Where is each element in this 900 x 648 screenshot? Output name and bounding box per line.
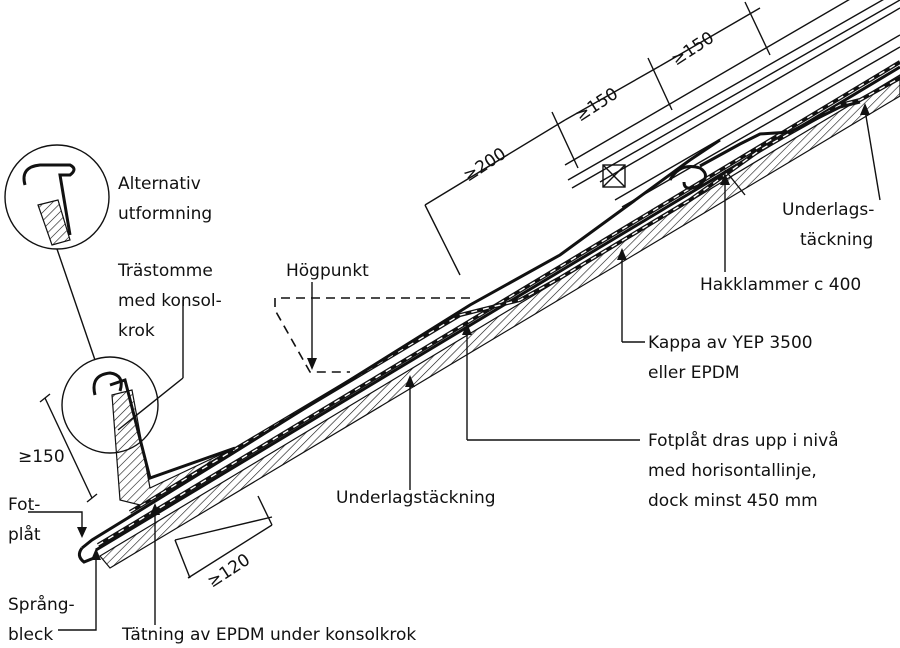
seam-roof-sheets <box>564 0 900 208</box>
label-underlagstackning: Underlagstäckning <box>336 488 496 508</box>
label-fot: Fot- <box>8 495 40 515</box>
label-utformning: utformning <box>118 204 212 224</box>
label-underlags-right-2: täckning <box>800 230 873 250</box>
label-plat: plåt <box>8 524 41 545</box>
eave-flashing <box>77 138 721 564</box>
label-med-konsol: med konsol- <box>118 291 222 311</box>
detail-circle-alternative <box>4 144 110 250</box>
label-sprang: Språng- <box>8 594 75 615</box>
label-hakklammer: Hakklammer c 400 <box>700 275 861 295</box>
detail-circle-bracket <box>61 356 159 454</box>
detail-leader-line <box>56 248 96 361</box>
dimension-150-left: ≥150 <box>18 447 65 467</box>
dimension-150-b: ≥150 <box>668 28 718 70</box>
label-fotplat-2: med horisontallinje, <box>648 461 817 481</box>
dimension-200: ≥200 <box>460 144 510 186</box>
label-krok: krok <box>118 321 155 341</box>
label-trastomme: Trästomme <box>117 261 213 281</box>
label-fotplat-3: dock minst 450 mm <box>648 491 818 511</box>
label-bleck: bleck <box>8 625 53 645</box>
high-point-dashed-outline <box>274 297 470 373</box>
label-underlags-right-1: Underlags- <box>782 200 874 220</box>
wood-bracket <box>92 371 236 506</box>
label-hogpunkt: Högpunkt <box>286 261 369 281</box>
kappa-layer <box>128 76 900 514</box>
label-fotplat-1: Fotplåt dras upp i nivå <box>648 430 839 451</box>
label-kappa-1: Kappa av YEP 3500 <box>648 333 813 353</box>
label-kappa-2: eller EPDM <box>648 363 740 383</box>
label-alternativ: Alternativ <box>118 174 201 194</box>
dimension-lines <box>39 1 771 579</box>
clip-box <box>602 164 626 188</box>
dimension-120: ≥120 <box>204 550 254 592</box>
leader-lines <box>28 103 881 631</box>
label-tatning: Tätning av EPDM under konsolkrok <box>121 625 416 645</box>
dimension-150-a: ≥150 <box>572 84 622 126</box>
